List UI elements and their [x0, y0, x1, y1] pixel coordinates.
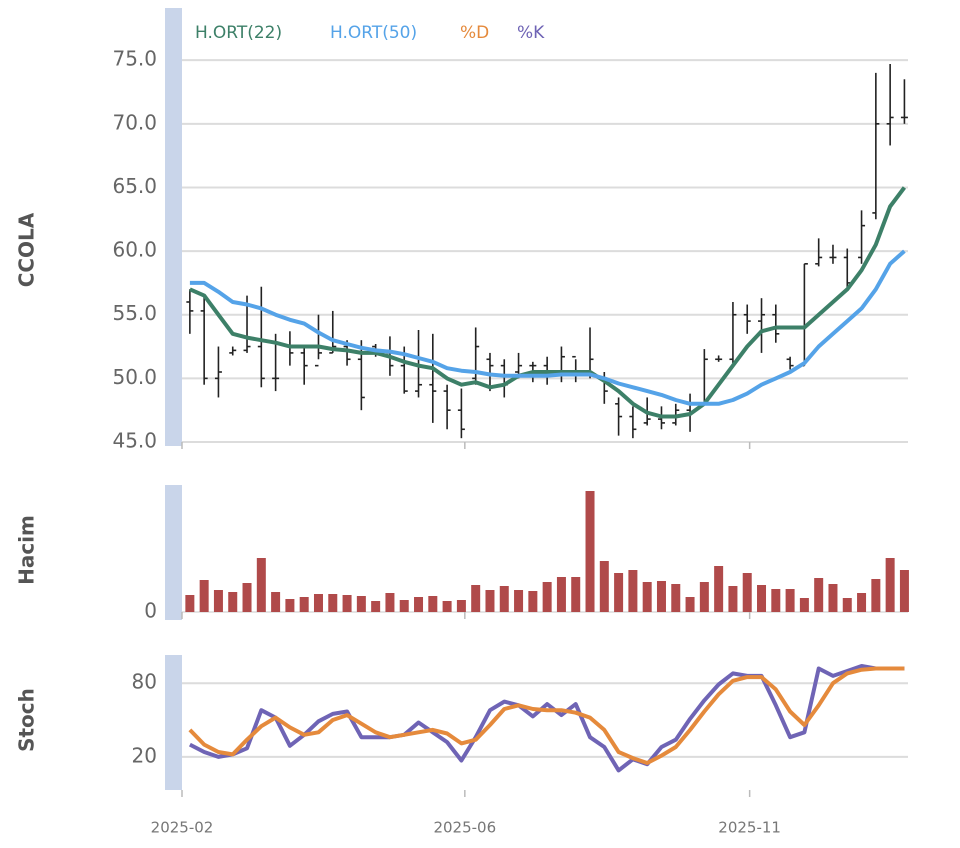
bar — [528, 591, 538, 612]
bar — [371, 601, 381, 612]
bar — [671, 584, 681, 612]
bar — [428, 596, 438, 612]
bar — [814, 578, 824, 612]
y-tick-label: 45.0 — [112, 429, 157, 453]
line-series — [188, 666, 905, 765]
bar — [242, 583, 252, 612]
bar — [742, 573, 752, 612]
bar — [771, 589, 781, 612]
bar — [628, 570, 638, 612]
bar — [414, 597, 424, 612]
bar — [728, 586, 738, 612]
bar — [313, 594, 323, 612]
bar — [685, 597, 695, 612]
y-tick-label: 50.0 — [112, 365, 157, 389]
bar — [499, 586, 509, 612]
bar — [828, 584, 838, 612]
bar — [842, 598, 852, 612]
y-tick-label: 0 — [144, 599, 157, 623]
bar — [857, 593, 867, 612]
y-axis-label: Hacim — [15, 515, 39, 585]
y-tick-label: 70.0 — [112, 110, 157, 134]
bar — [799, 598, 809, 612]
bar — [871, 579, 881, 612]
line-series — [189, 249, 906, 406]
bar — [213, 590, 223, 612]
bar — [514, 590, 524, 612]
legend-entry: H.ORT(22) — [195, 23, 282, 43]
bar — [442, 601, 452, 612]
bar — [385, 593, 395, 612]
bar — [328, 594, 338, 612]
panel-band — [165, 485, 182, 620]
x-tick-label: 2025-06 — [433, 819, 496, 837]
bar — [485, 590, 495, 612]
legend-entry: %D — [460, 23, 489, 43]
bar — [556, 577, 566, 612]
line-series — [189, 186, 906, 419]
panel-band — [165, 655, 182, 790]
x-tick-label: 2025-02 — [151, 819, 214, 837]
bar — [471, 585, 481, 612]
bar — [757, 585, 767, 612]
bar — [571, 577, 581, 612]
y-tick-label: 55.0 — [112, 301, 157, 325]
y-tick-label: 20 — [132, 743, 157, 767]
bar — [656, 581, 666, 612]
bar — [642, 582, 652, 612]
y-tick-label: 80 — [132, 670, 157, 694]
y-tick-label: 65.0 — [112, 174, 157, 198]
bar — [699, 582, 709, 612]
bar — [271, 592, 281, 612]
bar — [614, 573, 624, 612]
bar — [228, 592, 238, 612]
bar — [899, 570, 909, 612]
y-tick-label: 60.0 — [112, 238, 157, 262]
bar — [199, 580, 209, 612]
x-tick-label: 2025-11 — [718, 819, 781, 837]
bar — [356, 596, 366, 612]
bar — [785, 589, 795, 612]
bar — [542, 582, 552, 612]
legend-entry: %K — [517, 23, 545, 43]
bar — [185, 595, 195, 612]
legend-entry: H.ORT(50) — [330, 23, 417, 43]
bar — [299, 597, 309, 612]
panel-band — [165, 8, 182, 446]
bar — [256, 558, 266, 612]
y-tick-label: 75.0 — [112, 47, 157, 71]
y-axis-label: CCOLA — [15, 212, 39, 287]
bar — [885, 558, 895, 612]
bar — [399, 600, 409, 612]
bar — [599, 561, 609, 612]
line-series — [188, 664, 905, 773]
bar — [342, 595, 352, 612]
bar — [714, 566, 724, 612]
bar — [456, 600, 466, 612]
bar — [585, 491, 595, 612]
bar — [285, 599, 295, 612]
y-axis-label: Stoch — [15, 688, 39, 752]
